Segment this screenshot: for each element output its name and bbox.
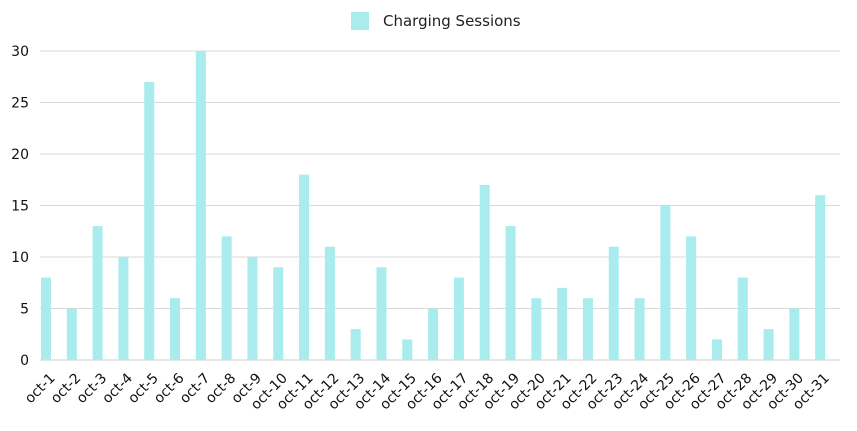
bar-oct-5	[144, 81, 155, 361]
bars	[41, 51, 826, 361]
y-tick-label: 20	[11, 147, 29, 163]
bar-oct-16	[428, 308, 439, 360]
bar-oct-11	[299, 174, 310, 360]
bar-oct-29	[763, 329, 774, 360]
bar-oct-15	[402, 339, 413, 360]
gridlines	[40, 50, 840, 361]
legend-swatch	[351, 12, 369, 30]
bar-oct-28	[737, 277, 748, 360]
bar-oct-30	[789, 308, 800, 360]
bar-oct-13	[350, 329, 361, 360]
y-tick-label: 10	[11, 250, 29, 266]
bar-oct-4	[118, 257, 129, 360]
bar-oct-14	[376, 267, 387, 360]
bar-oct-22	[582, 298, 593, 360]
bar-oct-12	[324, 246, 335, 360]
bar-oct-3	[92, 226, 103, 360]
bar-oct-8	[221, 236, 232, 360]
bar-oct-9	[247, 257, 258, 360]
bar-oct-10	[273, 267, 284, 360]
legend: Charging Sessions	[351, 12, 521, 30]
bar-oct-1	[41, 277, 51, 360]
bar-oct-26	[686, 236, 697, 360]
legend-label-charging-sessions: Charging Sessions	[383, 12, 521, 30]
y-axis-ticks: 0 5 10 15 20 25 30	[11, 44, 29, 369]
bar-oct-18	[479, 184, 490, 360]
bar-oct-25	[660, 205, 671, 360]
x-axis-ticks: oct-1oct-2oct-3oct-4oct-5oct-6oct-7oct-8…	[22, 370, 833, 413]
bar-oct-6	[170, 298, 181, 360]
y-tick-label: 15	[11, 199, 29, 215]
bar-oct-2	[66, 308, 77, 360]
bar-oct-27	[711, 339, 722, 360]
y-tick-label: 0	[20, 353, 29, 369]
y-tick-label: 30	[11, 44, 29, 60]
bar-oct-24	[634, 298, 645, 360]
bar-oct-21	[557, 287, 568, 360]
bar-oct-17	[453, 277, 464, 360]
y-tick-label: 25	[11, 96, 29, 112]
bar-oct-7	[195, 51, 206, 360]
bar-oct-20	[531, 298, 542, 360]
bar-oct-31	[815, 195, 826, 360]
y-tick-label: 5	[20, 302, 29, 318]
bar-oct-23	[608, 246, 619, 360]
bar-oct-19	[505, 226, 516, 360]
